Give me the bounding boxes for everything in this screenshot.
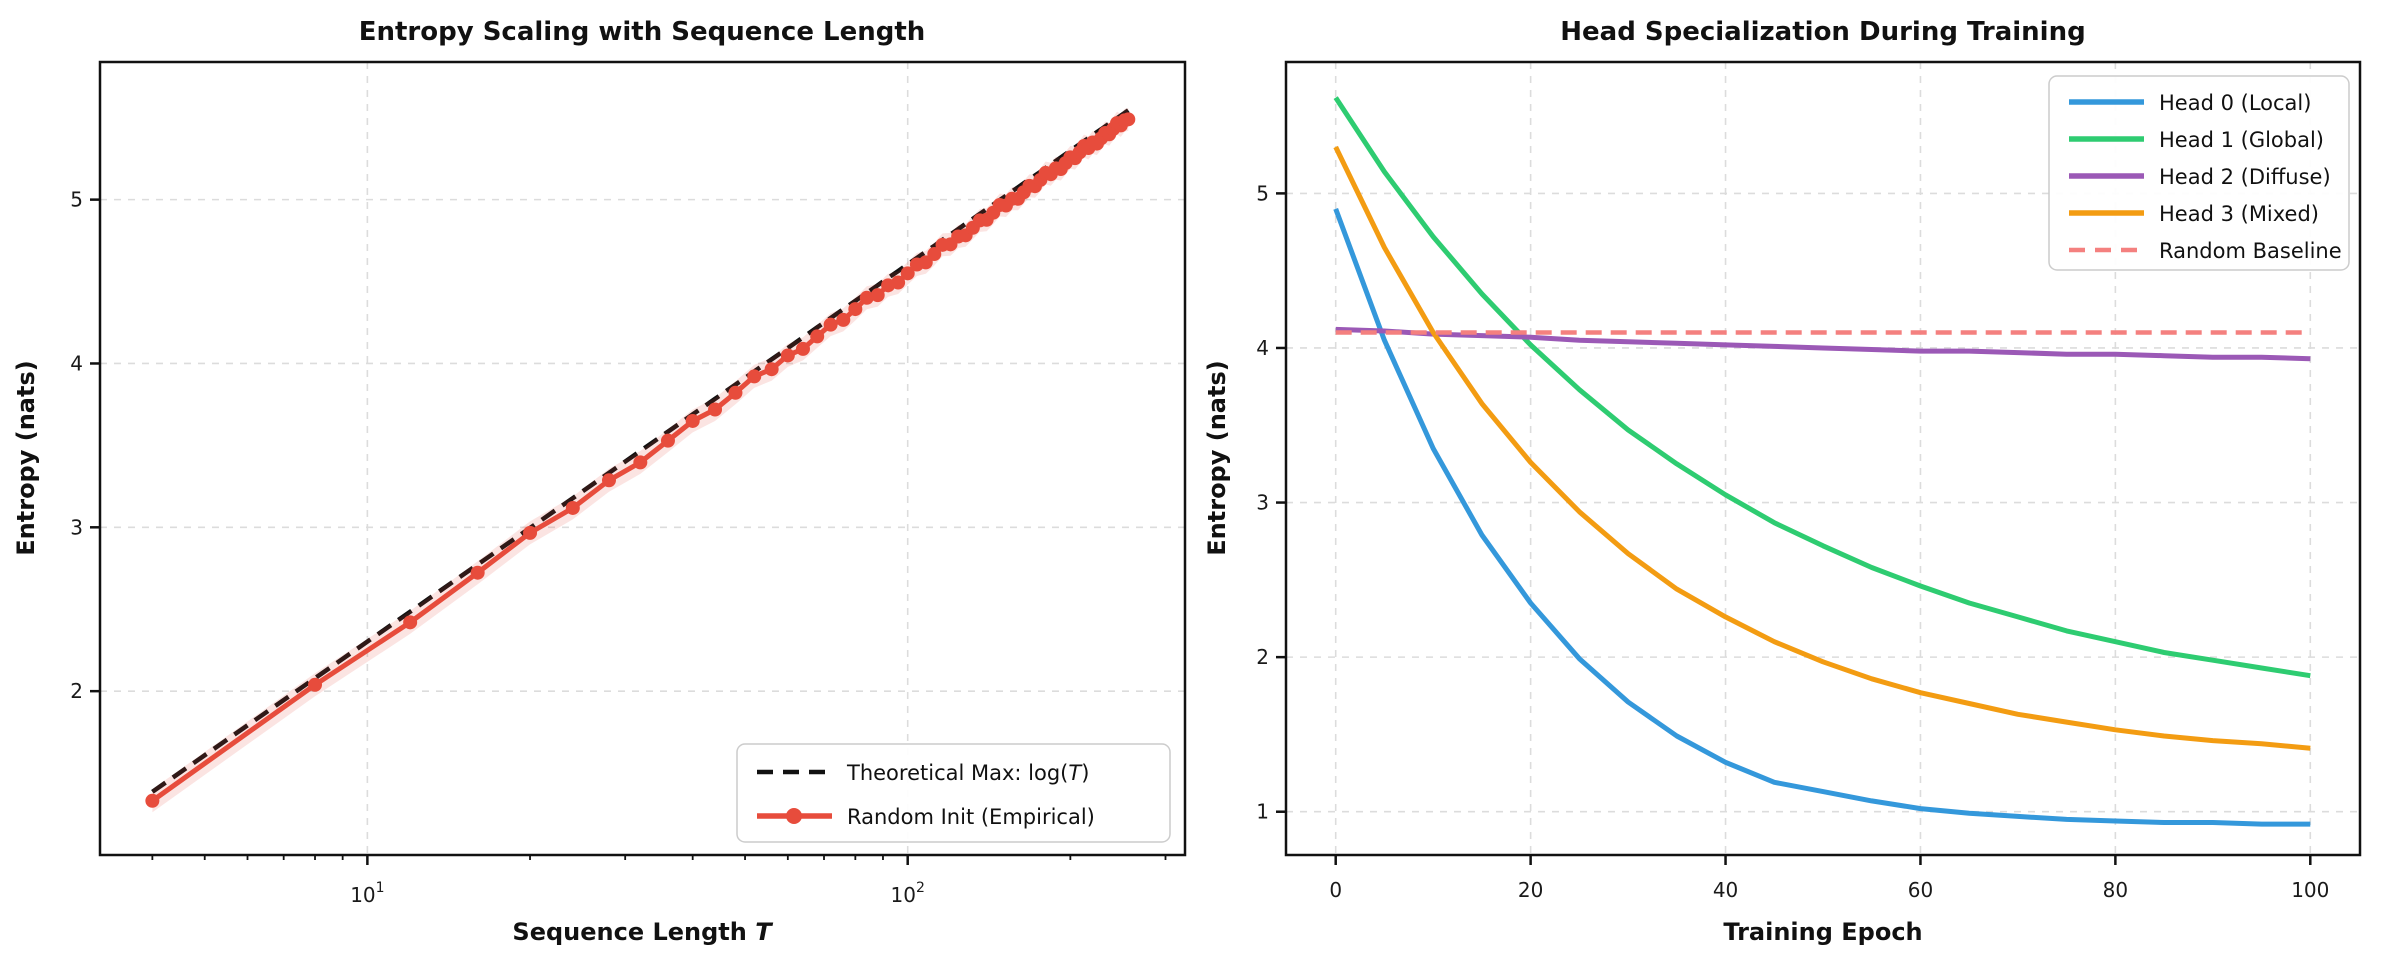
left-chart-plot-area: 2 3 4 5 101 102 Theoretical Max: log(T) Random … bbox=[70, 60, 1187, 907]
gridlines bbox=[100, 62, 1185, 855]
legend: Head 0 (Local) Head 1 (Global) Head 2 (Dif… bbox=[2048, 75, 2350, 271]
left-chart: 2 3 4 5 101 102 Theoretical Max: log(T) Random … bbox=[12, 17, 1187, 946]
legend-box bbox=[736, 743, 1171, 843]
axes-spines bbox=[98, 60, 1187, 857]
data-point bbox=[891, 275, 906, 290]
data-point bbox=[403, 615, 418, 630]
legend: Theoretical Max: log(T) Random Init (Empi… bbox=[736, 743, 1171, 843]
legend-label-2: Head 2 (Diffuse) bbox=[2159, 165, 2331, 189]
x-tick-label: 60 bbox=[1908, 878, 1933, 902]
data-point bbox=[601, 473, 616, 488]
data-point bbox=[1121, 112, 1136, 127]
data-point bbox=[660, 433, 675, 448]
data-point bbox=[728, 385, 743, 400]
legend-label-3: Head 3 (Mixed) bbox=[2159, 202, 2319, 226]
data-point bbox=[780, 348, 795, 363]
legend-label-0: Theoretical Max: log(T) bbox=[846, 761, 1089, 785]
data-point bbox=[565, 500, 580, 515]
data-point bbox=[859, 290, 874, 305]
data-point bbox=[145, 793, 160, 808]
y-tick-label: 2 bbox=[1256, 645, 1269, 669]
y-tick-label: 5 bbox=[70, 188, 83, 212]
y-tick-label: 3 bbox=[1256, 491, 1269, 515]
right-chart-plot-area: 1 2 3 4 5 0 20 40 60 80 100 Head 0 (Local) Head 1 (G… bbox=[1256, 60, 2362, 902]
right-chart-ylabel: Entropy (nats) bbox=[1203, 360, 1231, 555]
data-point bbox=[848, 302, 863, 317]
data-point bbox=[836, 312, 851, 327]
y-tick-label: 3 bbox=[70, 515, 83, 539]
tick-marks bbox=[1276, 192, 2312, 865]
legend-label-1: Head 1 (Global) bbox=[2159, 128, 2324, 152]
curve-head-1-global- bbox=[1333, 96, 2311, 679]
right-chart-xlabel: Training Epoch bbox=[1723, 918, 1922, 946]
curve-head-0-local- bbox=[1333, 208, 2311, 827]
x-tick-label: 20 bbox=[1518, 878, 1543, 902]
data-point bbox=[823, 317, 838, 332]
legend-label-0: Head 0 (Local) bbox=[2159, 91, 2311, 115]
data-point bbox=[470, 565, 485, 580]
right-chart-title: Head Specialization During Training bbox=[1560, 17, 2085, 47]
data-point bbox=[927, 247, 942, 262]
x-tick-label: 80 bbox=[2103, 878, 2128, 902]
legend-label-1: Random Init (Empirical) bbox=[847, 805, 1095, 829]
left-chart-ylabel: Entropy (nats) bbox=[12, 360, 40, 555]
data-point bbox=[523, 525, 538, 540]
left-chart-title: Entropy Scaling with Sequence Length bbox=[359, 17, 926, 47]
y-tick-label: 2 bbox=[70, 679, 83, 703]
data-point bbox=[810, 329, 825, 344]
tick-marks bbox=[90, 198, 1167, 865]
y-tick-label: 4 bbox=[70, 351, 83, 375]
data-point bbox=[308, 677, 323, 692]
axes-spines bbox=[1284, 60, 2362, 857]
data-point bbox=[795, 341, 810, 356]
data-point bbox=[764, 362, 779, 377]
y-tick-label: 1 bbox=[1256, 800, 1269, 824]
data-point bbox=[747, 369, 762, 384]
data-point bbox=[633, 455, 648, 470]
data-point bbox=[900, 266, 915, 281]
data-point bbox=[685, 413, 700, 428]
x-tick-label: 100 bbox=[2291, 878, 2329, 902]
curve-head-2-diffuse- bbox=[1335, 326, 2311, 362]
x-tick-label: 40 bbox=[1713, 878, 1738, 902]
data-point-markers bbox=[145, 112, 1136, 808]
data-point bbox=[870, 288, 885, 303]
y-tick-label: 5 bbox=[1256, 181, 1269, 205]
x-tick-label: 102 bbox=[891, 880, 925, 907]
legend-box bbox=[2048, 75, 2350, 271]
curve-head-3-mixed- bbox=[1333, 145, 2311, 751]
y-tick-label: 4 bbox=[1256, 336, 1269, 360]
x-tick-label: 101 bbox=[350, 880, 384, 907]
data-point bbox=[708, 402, 723, 417]
legend-marker-1 bbox=[786, 808, 802, 824]
left-chart-xlabel: Sequence Length T bbox=[512, 918, 773, 946]
legend-label-4: Random Baseline bbox=[2159, 239, 2342, 263]
right-chart: 1 2 3 4 5 0 20 40 60 80 100 Head 0 (Local) Head 1 (G… bbox=[1203, 17, 2362, 946]
x-tick-label: 0 bbox=[1329, 878, 1342, 902]
